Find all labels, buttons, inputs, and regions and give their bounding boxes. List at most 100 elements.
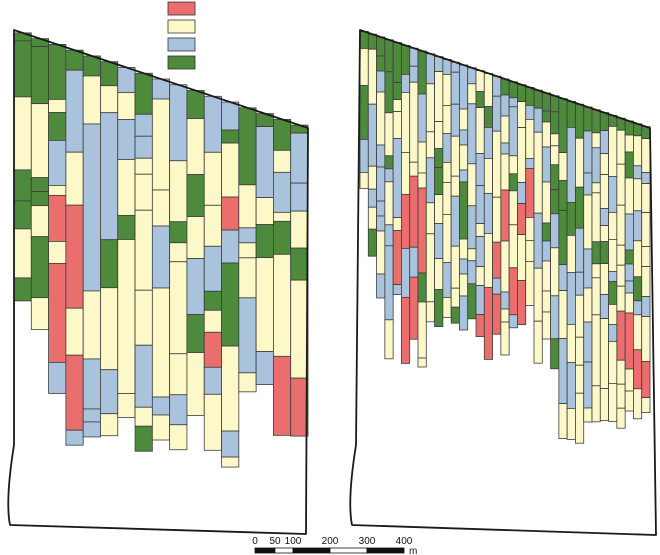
map-left-s1-c2-green <box>13 40 32 98</box>
map-right-s5-c1-green <box>392 42 402 83</box>
map-right-s8-c1-green <box>417 50 427 95</box>
map-right-s34-c9-yellow <box>633 314 643 351</box>
map-left-s11-c1-green <box>186 90 205 119</box>
map-right-s7-c5-red <box>409 175 419 248</box>
map-right-s35-c10-red <box>641 361 651 399</box>
map-right-s18-c2-blue <box>500 94 510 117</box>
map-left-s17-c3-blue <box>290 182 309 212</box>
map-right-s7-c1-blue <box>409 47 419 67</box>
map-left-s6-c5-yellow <box>100 287 119 371</box>
map-right-s10-c2-yellow <box>434 71 444 122</box>
map-right-s4-c3-yellow <box>384 112 394 157</box>
map-right-s22-c6-yellow <box>533 320 543 364</box>
map-right-s33-c2-yellow <box>624 134 634 153</box>
map-right-s9-c6-yellow <box>425 233 435 303</box>
map-right-s16-c7-red <box>483 286 493 360</box>
map-left-s7-c1-blue <box>117 67 136 93</box>
map-right-s27-c9-yellow <box>575 392 585 444</box>
map-left-s5-c4-yellow <box>82 290 101 360</box>
legend-swatch-3 <box>167 37 196 52</box>
map-right-s10-c6-yellow <box>434 194 444 225</box>
map-left-s11-c5-blue <box>186 258 205 315</box>
map-right-s10-c1-blue <box>434 56 444 72</box>
map-right-s31-c8-yellow <box>608 303 618 325</box>
map-right-s3-c9-yellow <box>376 230 386 275</box>
map-right-s34-c3-blue <box>633 165 643 180</box>
map-right-s13-c5-blue <box>459 169 469 183</box>
map-right-s33-c6-green <box>624 249 634 265</box>
map-right-s17-c3-yellow <box>492 130 502 198</box>
map-left-s12-c2-yellow <box>203 151 222 206</box>
map-left-s10-c4-yellow <box>169 242 188 263</box>
map-right-s5-c8-blue <box>392 284 402 296</box>
map-right-s24-c7-blue <box>550 213 560 249</box>
map-right-s35-c5-yellow <box>641 212 651 248</box>
map-right-s1-c4-blue <box>359 138 369 173</box>
map-left-s9-c1-blue <box>151 78 171 100</box>
map-right-s12-c2-blue <box>450 71 460 105</box>
map-right-s31-c5-yellow <box>608 238 618 272</box>
map-right-s30-c2-blue <box>599 130 609 155</box>
map-right-s5-c5-blue <box>392 138 402 219</box>
map-right-s33-c10-red <box>624 312 634 370</box>
map-right-s16-c6-yellow <box>483 232 493 288</box>
map-right-s1-c3-green <box>359 85 369 140</box>
map-right-s33-c7-blue <box>624 263 634 282</box>
map-right-s26-c6-yellow <box>566 323 576 363</box>
map-right-s22-c1-green <box>533 89 543 109</box>
map-right-s19-c9-blue <box>508 314 518 329</box>
map-left-s17-c5-green <box>290 247 309 281</box>
map-right-s14-c6-yellow <box>467 248 477 262</box>
map-left-s4-c7-blue <box>65 429 84 446</box>
legend <box>167 1 196 70</box>
map-right-s21-c3-yellow <box>525 119 535 159</box>
map-right-s35-c6-yellow <box>641 246 651 268</box>
map-left-s2-c4-green <box>30 177 49 193</box>
map-right-s23-c3-yellow <box>541 121 551 148</box>
map-right-s23-c6-green <box>541 222 551 242</box>
map-right-s20-c2-yellow <box>517 101 527 128</box>
map-right-s35-c8-blue <box>641 296 651 318</box>
map-right-s7-c7-red <box>409 276 419 340</box>
map-left-s6-c2-yellow <box>100 85 119 114</box>
map-right-s31-c2-yellow <box>608 126 618 177</box>
map-right-s3-c5-blue <box>376 144 386 168</box>
map-left-s11-c6-green <box>186 314 205 353</box>
map-right-s4-c1-green <box>384 39 394 73</box>
map-right-s29-c7-yellow <box>591 263 601 279</box>
map-right-s4-c2-green <box>384 71 394 114</box>
map-right-s10-c9-green <box>434 289 444 328</box>
map-left-s10-c5-yellow <box>169 261 188 355</box>
map-right-s24-c8-yellow <box>550 247 560 297</box>
map-left-s13-c2-green <box>221 129 240 144</box>
map-left-s14-c6-blue <box>238 297 257 374</box>
map-left-s16-c6-yellow <box>273 253 292 357</box>
map-right-s5-c2-green <box>392 82 402 100</box>
map-left-s12-c9-yellow <box>203 393 222 451</box>
legend-swatch-4 <box>167 55 196 70</box>
map-right-s19-c3-blue <box>508 106 518 157</box>
map-left-s4-c6-red <box>65 354 84 431</box>
map-right-s15-c1-yellow <box>475 70 485 92</box>
map-right-s18-c5-yellow <box>500 153 510 191</box>
map-right-s32-c10-yellow <box>616 383 626 409</box>
map-right-s33-c9-yellow <box>624 292 634 314</box>
map-right-s19-c8-red <box>508 267 518 316</box>
map-right-s25-c8-yellow <box>558 403 568 440</box>
map-right-s28-c7-blue <box>583 321 593 363</box>
map-left-s8-c1-green <box>134 72 153 115</box>
map-right-s7-c6-blue <box>409 246 419 278</box>
map-right-s11-c3-yellow <box>442 105 452 134</box>
map-left-s9-c6-blue <box>151 396 171 416</box>
scale-tick-50: 50 <box>269 536 281 547</box>
map-left-s7-c3-blue <box>117 119 136 160</box>
map-right-s12-c7-yellow <box>450 245 460 289</box>
map-right-s18-c1-green <box>500 78 510 96</box>
map-right-s32-c4-yellow <box>616 204 626 246</box>
map-left-s9-c2-yellow <box>151 98 171 191</box>
map-left-s15-c4-green <box>255 224 274 258</box>
map-right-s6-c7-red <box>401 296 411 364</box>
map-left-s4-c2-blue <box>65 69 84 153</box>
map-right-s16-c5-blue <box>483 192 493 234</box>
map-right-s33-c4-yellow <box>624 177 634 215</box>
